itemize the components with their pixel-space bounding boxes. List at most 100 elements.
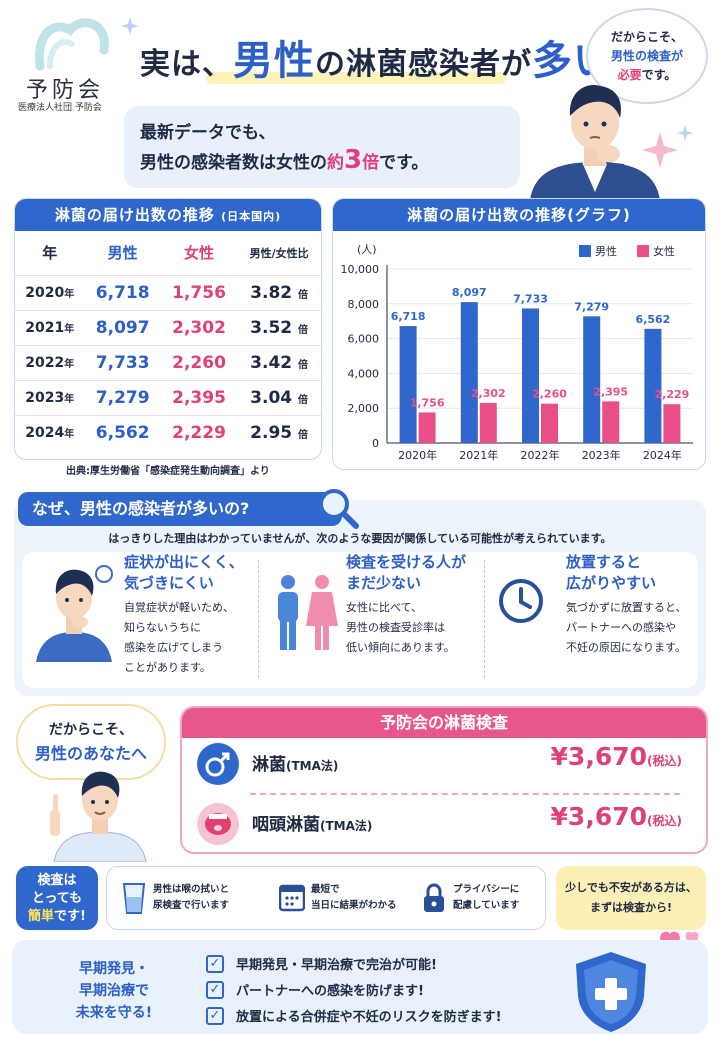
reason-card-testing: 検査を受ける人が まだ少ない 女性に比べて、 男性の検査受診率は 低い傾向にありま… <box>346 553 467 654</box>
bar-male <box>522 308 539 443</box>
cell-ratio: 3.52 倍 <box>237 309 321 345</box>
y-tick-label: 8,000 <box>348 298 380 311</box>
sparkle-icon <box>121 17 139 35</box>
sparkle-icon <box>642 132 678 168</box>
bar-chart: 0 2,000 4,000 6,000 8,000 10,000 (人) 2020年 6,718… <box>341 243 693 462</box>
bar-female <box>663 404 681 443</box>
test-item-throat-gonorrhea: 咽頭淋菌(TMA法) ¥3,670(税込) <box>196 800 696 848</box>
cell-female: 2,260 <box>160 344 238 380</box>
checkbox-icon: ✓ <box>206 1006 224 1025</box>
col-header-male: 男性 <box>107 244 138 263</box>
cell-male: 7,733 <box>84 344 161 380</box>
checkbox-icon: ✓ <box>206 954 224 973</box>
bar-male <box>399 326 417 443</box>
col-header-ratio: 男性/女性比 <box>249 246 309 260</box>
y-tick-label: 4,000 <box>348 367 380 380</box>
brand-name: 予防会 <box>26 78 105 103</box>
legend-swatch <box>637 245 649 257</box>
data-label: 2,229 <box>655 388 690 401</box>
feature-privacy: プライバシーに 配慮しています <box>415 867 543 931</box>
man-thinking-illustration <box>530 85 660 200</box>
y-axis-label: (人) <box>357 243 377 256</box>
x-tick-label: 2021年 <box>459 448 498 462</box>
table-row: 2024年 6,562 2,229 2.95 倍 <box>15 414 321 450</box>
calendar-icon <box>279 884 305 912</box>
bar-male <box>644 328 662 443</box>
reasons-title: なぜ、男性の感染者が多いの? <box>18 492 342 526</box>
man-pointing-illustration <box>50 771 147 862</box>
legend-label: 女性 <box>653 244 675 258</box>
male-symbol-icon <box>197 743 239 785</box>
source-note: 出典:厚生労働省「感染症発生動向調査」より <box>66 466 270 477</box>
bar-female <box>479 402 497 443</box>
data-label: 7,733 <box>513 292 548 305</box>
test-item-gonorrhea: 淋菌(TMA法) ¥3,670(税込) <box>196 740 696 788</box>
cell-female: 2,302 <box>160 309 238 345</box>
cell-female: 1,756 <box>160 274 238 310</box>
brand-subtitle: 医療法人社団 予防会 <box>18 103 102 113</box>
x-tick-label: 2020年 <box>398 448 437 462</box>
shield-icon <box>576 952 646 1032</box>
bar-male <box>583 316 601 443</box>
cell-year: 2024年 <box>15 414 85 450</box>
clock-icon <box>499 579 543 623</box>
man-worried-illustration <box>36 565 113 662</box>
table-row: 2021年 8,097 2,302 3.52 倍 <box>15 309 321 345</box>
throat-icon <box>197 803 239 845</box>
benefit-item: ✓ パートナーへの感染を防げます! <box>206 980 424 1006</box>
future-message: 早期発見・ 早期治療で 未来を守る! <box>75 961 153 1021</box>
cell-male: 8,097 <box>84 309 161 345</box>
y-tick-label: 2,000 <box>348 402 380 415</box>
brand-logo: 予防会 医療法人社団 予防会 <box>18 14 128 114</box>
data-label: 2,395 <box>593 385 628 398</box>
table-row: 2020年 6,718 1,756 3.82 倍 <box>15 274 321 310</box>
data-label: 6,562 <box>636 313 671 326</box>
easy-badge: 検査は とっても 簡単です! <box>16 866 98 930</box>
data-label: 6,718 <box>391 310 426 323</box>
cup-icon <box>122 883 146 914</box>
feature-sample: 男性は喉の拭いと 尿検査で行います <box>115 867 265 931</box>
y-tick-label: 10,000 <box>341 263 380 276</box>
lock-icon <box>424 883 444 912</box>
magnifier-icon <box>319 489 359 529</box>
benefit-item: ✓ 放置による合併症や不妊のリスクを防ぎます! <box>206 1006 502 1032</box>
chart-panel: 淋菌の届け出数の推移(グラフ) 0 2,000 4,000 6,000 8,000 10,… <box>332 198 706 470</box>
cell-year: 2020年 <box>15 274 85 310</box>
cell-male: 7,279 <box>84 379 161 415</box>
data-table: 年 男性 女性 男性/女性比 2020年 6,718 1,756 3.82 倍 2021… <box>15 231 321 450</box>
legend-label: 男性 <box>595 244 617 258</box>
bar-male <box>460 302 478 443</box>
easy-features: 男性は喉の拭いと 尿検査で行います 最短で 当日に結果がわかる プライバシーに 配慮し… <box>106 866 546 930</box>
bar-female <box>602 401 620 443</box>
bar-female <box>541 403 558 443</box>
table-title: 淋菌の届け出数の推移 (日本国内) <box>15 199 321 231</box>
x-tick-label: 2024年 <box>643 448 682 462</box>
benefit-item: ✓ 早期発見・早期治療で完治が可能! <box>206 954 437 980</box>
x-tick-label: 2023年 <box>582 448 621 462</box>
reasons-card <box>22 552 698 688</box>
data-label: 1,756 <box>410 396 445 409</box>
cell-male: 6,562 <box>84 414 161 450</box>
logo-mark-icon <box>34 18 109 71</box>
col-header-year: 年 <box>42 244 58 263</box>
table-row: 2023年 7,279 2,395 3.04 倍 <box>15 379 321 415</box>
divider <box>258 560 259 678</box>
cell-female: 2,229 <box>160 414 238 450</box>
cell-year: 2022年 <box>15 344 85 380</box>
chart-title: 淋菌の届け出数の推移(グラフ) <box>333 199 705 231</box>
male-female-icon <box>278 575 338 650</box>
cell-ratio: 2.95 倍 <box>237 414 321 450</box>
divider <box>250 793 680 795</box>
cell-female: 2,395 <box>160 379 238 415</box>
cell-year: 2021年 <box>15 309 85 345</box>
feature-result: 最短で 当日に結果がわかる <box>273 867 413 931</box>
data-label: 7,279 <box>574 300 609 313</box>
cell-ratio: 3.82 倍 <box>237 274 321 310</box>
speech-bubble-left: だからこそ、 男性のあなたへ <box>16 704 166 780</box>
x-tick-label: 2022年 <box>521 448 560 462</box>
col-header-female: 女性 <box>184 244 215 263</box>
sparkle-icon <box>676 124 694 142</box>
legend-swatch <box>579 245 591 257</box>
data-label: 2,260 <box>532 388 567 401</box>
cell-male: 6,718 <box>84 274 161 310</box>
